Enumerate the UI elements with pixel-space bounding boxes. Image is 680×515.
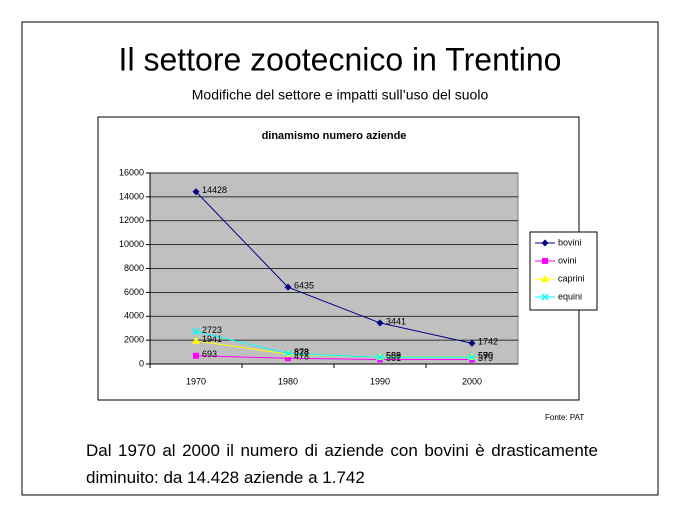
data-point [468,353,476,361]
slide-title: Il settore zootecnico in Trentino [119,41,562,77]
data-label: 14428 [202,185,227,195]
legend-label: bovini [558,237,582,247]
data-point [285,355,291,362]
series-line [195,331,473,358]
data-point [192,336,200,344]
data-label: 1941 [202,334,222,344]
data-label: 379 [478,353,493,363]
legend-label: equini [558,291,582,301]
data-label: 693 [202,349,217,359]
legend-label: ovini [558,255,577,265]
x-tick-label: 1970 [186,376,206,386]
data-point [284,349,292,358]
legend-marker [541,293,549,301]
data-label: 878 [294,347,309,357]
data-label: 2723 [202,325,222,335]
legend-marker [541,275,549,282]
legend-marker [541,239,549,247]
data-point [192,327,200,336]
y-tick-label: 4000 [124,311,144,321]
y-tick-label: 16000 [119,167,144,177]
y-tick-label: 0 [139,358,144,368]
data-label: 381 [386,353,401,363]
y-tick-label: 6000 [124,287,144,297]
chart-title: dinamismo numero aziende [262,130,407,142]
data-label: 570 [478,351,493,361]
body-text: Dal 1970 al 2000 il numero di aziende co… [86,441,598,487]
x-tick-label: 1990 [370,376,390,386]
data-point [193,352,199,359]
data-point [376,353,384,361]
data-label: 828 [294,347,309,357]
data-label: 590 [478,350,493,360]
y-tick-label: 2000 [124,335,144,345]
y-tick-label: 14000 [119,191,144,201]
data-label: 569 [386,351,401,361]
data-point [284,283,292,291]
data-label: 6435 [294,281,314,291]
data-point [376,319,384,327]
data-point [192,188,200,196]
legend-label: caprini [558,273,585,283]
data-label: 478 [294,352,309,362]
x-tick-label: 1980 [278,376,298,386]
data-label: 3441 [386,316,406,326]
x-tick-label: 2000 [462,376,482,386]
slide-subtitle: Modifiche del settore e impatti sull’uso… [192,87,489,103]
y-tick-label: 8000 [124,263,144,273]
legend-marker [542,258,548,264]
source-note: Fonte: PAT [545,413,584,422]
series-line [195,355,473,360]
data-label: 588 [386,350,401,360]
y-tick-label: 10000 [119,239,144,249]
data-point [468,339,476,347]
y-tick-label: 12000 [119,215,144,225]
series-line [195,191,473,344]
data-label: 1742 [478,337,498,347]
